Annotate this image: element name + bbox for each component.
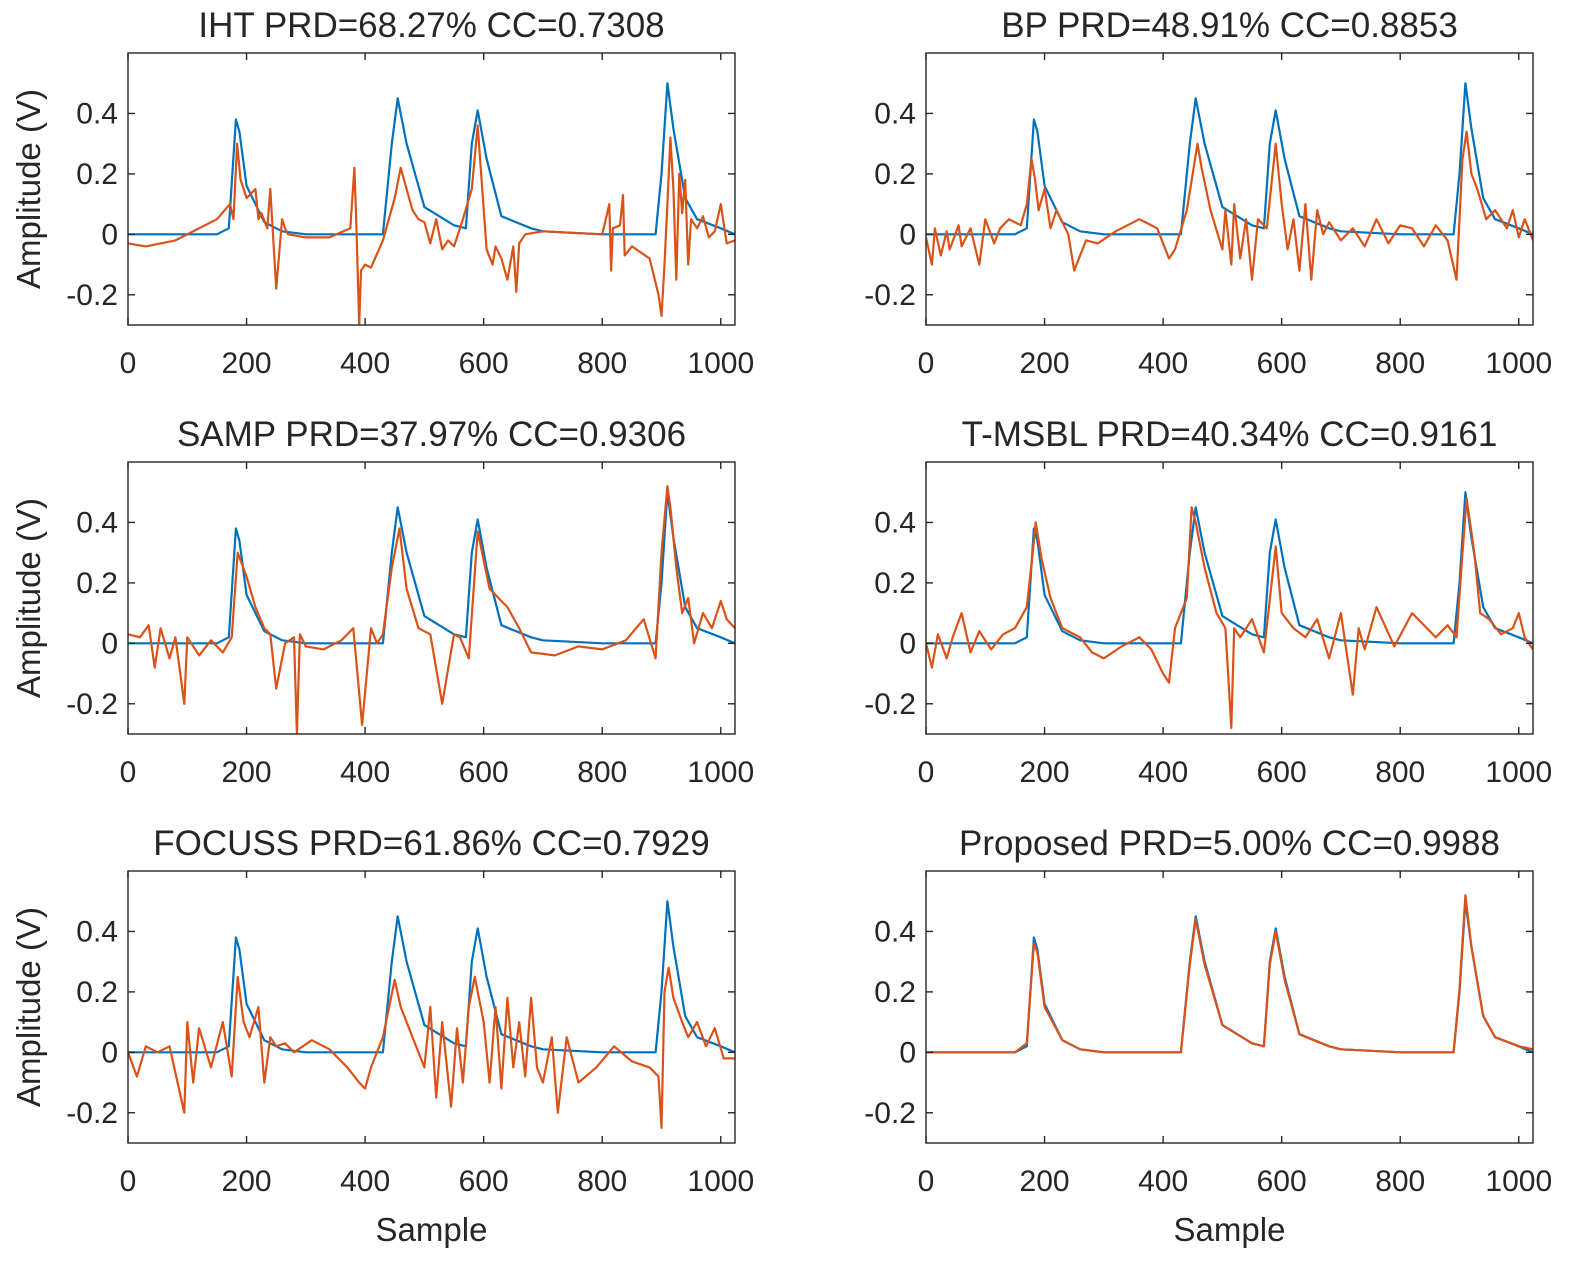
- y-tick-label: 0.2: [76, 567, 118, 600]
- axes-box: [925, 870, 1534, 1144]
- y-tick-label: 0: [101, 218, 118, 251]
- y-tick-label: 0: [899, 627, 916, 660]
- x-tick-label: 800: [577, 756, 627, 789]
- x-tick-label: 0: [918, 1165, 935, 1198]
- x-tick-label: 400: [1138, 347, 1188, 380]
- x-tick-label: 800: [1375, 1165, 1425, 1198]
- axes-box: [925, 52, 1534, 326]
- x-axis-label: Sample: [376, 1211, 488, 1248]
- y-tick-label: 0.4: [874, 97, 916, 130]
- subplot-title: T-MSBL PRD=40.34% CC=0.9161: [962, 415, 1498, 454]
- y-tick-label: 0.2: [76, 158, 118, 191]
- x-tick-label: 600: [459, 347, 509, 380]
- x-tick-label: 600: [459, 756, 509, 789]
- subplot-3: SAMP PRD=37.97% CC=0.9306 0 200 400 600 800 10…: [10, 415, 754, 789]
- series-line-reconstructed: [128, 124, 735, 325]
- x-tick-label: 0: [918, 347, 935, 380]
- y-axis-label: Amplitude (V): [10, 907, 47, 1107]
- y-tick-label: 0.2: [76, 976, 118, 1009]
- x-tick-label: 400: [340, 756, 390, 789]
- x-tick-label: 200: [1020, 1165, 1070, 1198]
- x-tick-label: 1000: [1485, 347, 1552, 380]
- x-tick-label: 400: [340, 1165, 390, 1198]
- x-tick-label: 0: [918, 756, 935, 789]
- x-tick-label: 800: [1375, 347, 1425, 380]
- y-tick-label: 0.4: [76, 506, 118, 539]
- y-tick-label: 0: [899, 218, 916, 251]
- x-tick-label: 600: [1257, 756, 1307, 789]
- y-tick-label: -0.2: [864, 279, 916, 312]
- x-tick-label: 200: [222, 756, 272, 789]
- axes-box: [127, 52, 736, 326]
- series-line-original: [926, 82, 1533, 236]
- x-tick-label: 200: [222, 347, 272, 380]
- series-line-original: [926, 491, 1533, 645]
- y-tick-label: -0.2: [66, 688, 118, 721]
- y-tick-label: 0.2: [874, 567, 916, 600]
- x-tick-label: 0: [120, 756, 137, 789]
- series-line-reconstructed: [128, 966, 735, 1129]
- x-tick-label: 400: [340, 347, 390, 380]
- series-line-reconstructed: [926, 497, 1533, 730]
- subplot-title: FOCUSS PRD=61.86% CC=0.7929: [153, 824, 709, 863]
- x-tick-label: 800: [577, 1165, 627, 1198]
- x-tick-label: 1000: [1485, 1165, 1552, 1198]
- x-tick-label: 1000: [687, 756, 754, 789]
- subplot-title: BP PRD=48.91% CC=0.8853: [1001, 6, 1458, 45]
- subplot-title: SAMP PRD=37.97% CC=0.9306: [177, 415, 686, 454]
- x-tick-label: 600: [1257, 1165, 1307, 1198]
- x-tick-label: 200: [222, 1165, 272, 1198]
- axes-box: [127, 461, 736, 735]
- y-tick-label: 0.2: [874, 976, 916, 1009]
- x-tick-label: 600: [1257, 347, 1307, 380]
- x-tick-label: 800: [1375, 756, 1425, 789]
- subplot-6: Proposed PRD=5.00% CC=0.9988 0 200 400 600 80…: [864, 824, 1552, 1248]
- y-tick-label: -0.2: [864, 688, 916, 721]
- y-tick-label: -0.2: [66, 279, 118, 312]
- x-tick-label: 1000: [687, 1165, 754, 1198]
- y-tick-label: 0.4: [874, 506, 916, 539]
- axes-box: [925, 461, 1534, 735]
- x-tick-label: 800: [577, 347, 627, 380]
- subplot-4: T-MSBL PRD=40.34% CC=0.9161 0 200 400 600 800…: [864, 415, 1552, 789]
- x-tick-label: 1000: [1485, 756, 1552, 789]
- series-line-original: [128, 900, 735, 1054]
- x-tick-label: 400: [1138, 1165, 1188, 1198]
- y-tick-label: 0: [101, 1036, 118, 1069]
- series-line-reconstructed: [926, 130, 1533, 281]
- series-line-reconstructed: [128, 485, 735, 734]
- series-line-original: [128, 82, 735, 236]
- y-tick-label: -0.2: [66, 1097, 118, 1130]
- x-axis-label: Sample: [1174, 1211, 1286, 1248]
- y-tick-label: 0.4: [76, 97, 118, 130]
- axes-box: [127, 870, 736, 1144]
- x-tick-label: 0: [120, 1165, 137, 1198]
- x-tick-label: 1000: [687, 347, 754, 380]
- subplot-1: IHT PRD=68.27% CC=0.7308 0 200 400 600 800 100…: [10, 6, 754, 380]
- y-axis-label: Amplitude (V): [10, 89, 47, 289]
- y-tick-label: 0: [899, 1036, 916, 1069]
- y-tick-label: 0.2: [874, 158, 916, 191]
- subplot-title: IHT PRD=68.27% CC=0.7308: [198, 6, 664, 45]
- y-tick-label: 0: [101, 627, 118, 660]
- x-tick-label: 0: [120, 347, 137, 380]
- y-tick-label: -0.2: [864, 1097, 916, 1130]
- series-line-reconstructed: [926, 894, 1533, 1054]
- x-tick-label: 200: [1020, 347, 1070, 380]
- x-tick-label: 200: [1020, 756, 1070, 789]
- subplot-title: Proposed PRD=5.00% CC=0.9988: [959, 824, 1500, 863]
- y-tick-label: 0.4: [76, 915, 118, 948]
- y-tick-label: 0.4: [874, 915, 916, 948]
- subplot-5: FOCUSS PRD=61.86% CC=0.7929 0 200 400 600 800…: [10, 824, 754, 1248]
- x-tick-label: 600: [459, 1165, 509, 1198]
- subplot-2: BP PRD=48.91% CC=0.8853 0 200 400 600 800 1000…: [864, 6, 1552, 380]
- x-tick-label: 400: [1138, 756, 1188, 789]
- y-axis-label: Amplitude (V): [10, 498, 47, 698]
